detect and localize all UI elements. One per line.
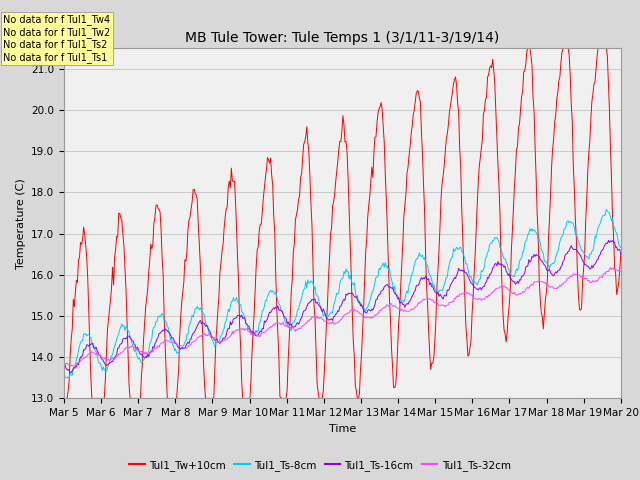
Tul1_Ts-32cm (607, 265, 614, 271)
Title: MB Tule Tower: Tule Temps 1 (3/1/11-3/19/14): MB Tule Tower: Tule Temps 1 (3/1/11-3/19… (185, 32, 500, 46)
Text: No data for f Tul1_Tw4
No data for f Tul1_Tw2
No data for f Tul1_Ts2
No data for: No data for f Tul1_Tw4 No data for f Tul… (3, 14, 111, 63)
Tul1_Tw+10cm (541, 297, 549, 302)
Tul1_Ts-8cm (62, 375, 70, 381)
Tul1_Ts-16cm (617, 252, 625, 258)
Tul1_Tw+10cm (617, 251, 625, 257)
Line: Tul1_Tw+10cm: Tul1_Tw+10cm (64, 48, 621, 398)
Tul1_Tw+10cm (557, 60, 564, 66)
Tul1_Ts-8cm (60, 371, 68, 376)
X-axis label: Time: Time (329, 424, 356, 433)
Tul1_Ts-32cm (60, 358, 68, 364)
Tul1_Tw+10cm (60, 396, 68, 401)
Tul1_Tw+10cm (454, 99, 461, 105)
Tul1_Ts-32cm (617, 268, 625, 274)
Tul1_Ts-16cm (605, 238, 612, 243)
Tul1_Ts-16cm (455, 265, 463, 271)
Line: Tul1_Ts-32cm: Tul1_Ts-32cm (64, 268, 621, 366)
Tul1_Ts-16cm (92, 344, 100, 350)
Tul1_Ts-16cm (557, 264, 564, 270)
Tul1_Ts-32cm (70, 363, 78, 369)
Tul1_Ts-8cm (455, 246, 463, 252)
Tul1_Ts-32cm (484, 292, 492, 298)
Tul1_Ts-8cm (398, 297, 406, 303)
Tul1_Ts-32cm (92, 352, 100, 358)
Tul1_Ts-16cm (484, 276, 492, 281)
Line: Tul1_Ts-16cm: Tul1_Ts-16cm (64, 240, 621, 372)
Tul1_Tw+10cm (524, 45, 532, 51)
Tul1_Tw+10cm (484, 74, 492, 80)
Tul1_Ts-32cm (541, 281, 549, 287)
Line: Tul1_Ts-8cm: Tul1_Ts-8cm (64, 210, 621, 378)
Legend: Tul1_Tw+10cm, Tul1_Ts-8cm, Tul1_Ts-16cm, Tul1_Ts-32cm: Tul1_Tw+10cm, Tul1_Ts-8cm, Tul1_Ts-16cm,… (125, 456, 515, 475)
Tul1_Ts-32cm (398, 306, 406, 312)
Tul1_Ts-8cm (541, 258, 549, 264)
Tul1_Ts-32cm (455, 294, 463, 300)
Tul1_Ts-8cm (602, 207, 610, 213)
Tul1_Ts-16cm (67, 370, 75, 375)
Tul1_Ts-8cm (92, 349, 100, 355)
Tul1_Ts-16cm (398, 300, 406, 305)
Y-axis label: Temperature (C): Temperature (C) (15, 178, 26, 269)
Tul1_Ts-16cm (541, 263, 549, 269)
Tul1_Ts-8cm (557, 235, 564, 241)
Tul1_Ts-32cm (557, 284, 564, 289)
Tul1_Tw+10cm (397, 282, 404, 288)
Tul1_Ts-8cm (617, 245, 625, 251)
Tul1_Tw+10cm (91, 396, 99, 401)
Tul1_Ts-8cm (484, 248, 492, 253)
Tul1_Ts-16cm (60, 361, 68, 367)
